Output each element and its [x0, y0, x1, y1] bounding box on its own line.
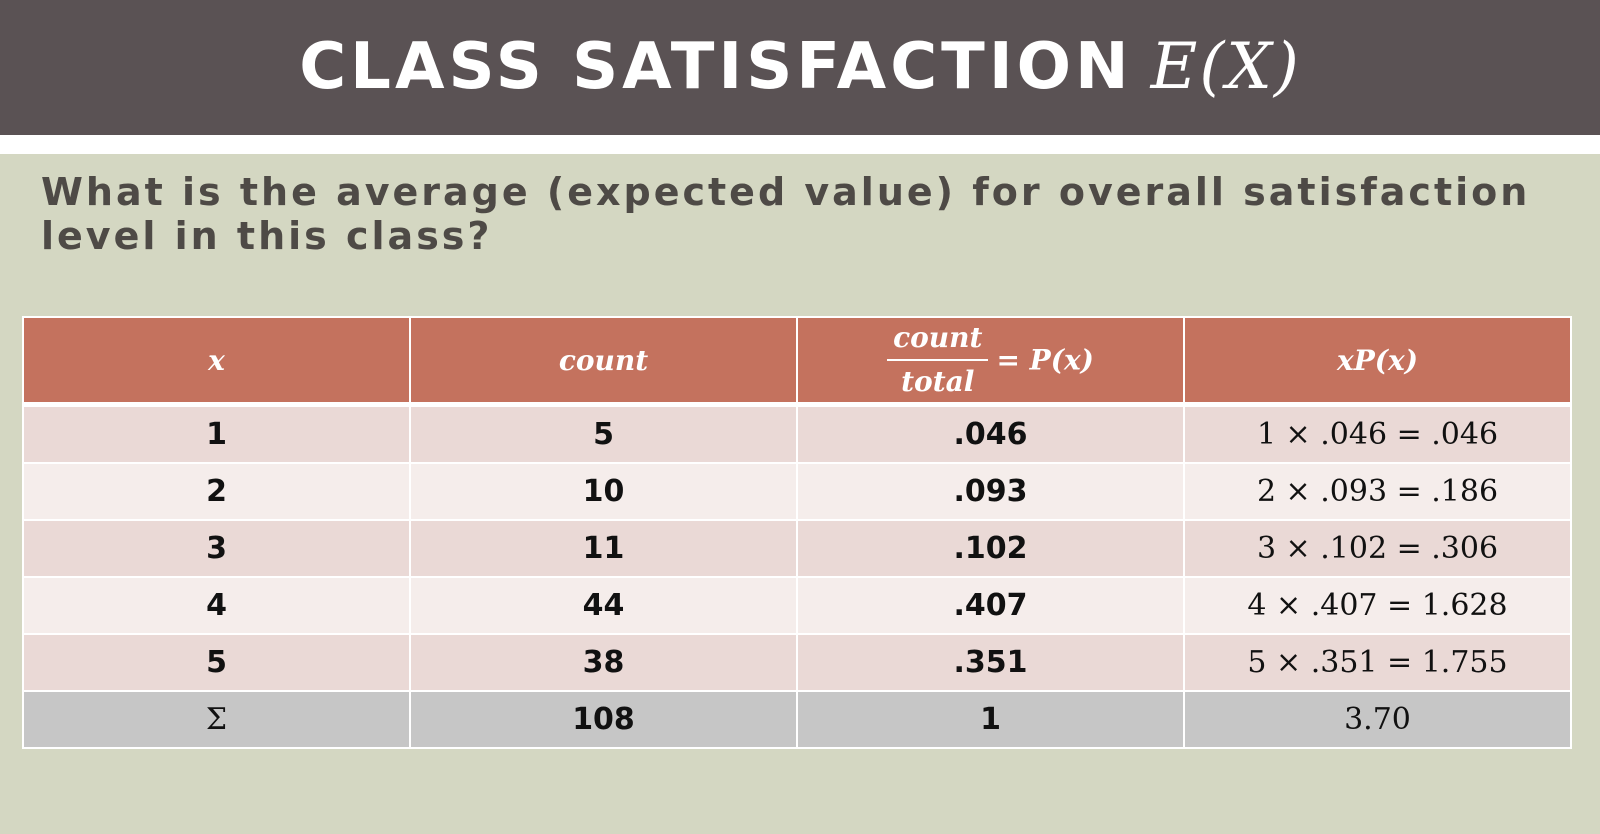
- cell-count: 38: [409, 633, 798, 692]
- header-x: x: [22, 316, 411, 407]
- table-row: 1 5 .046 1 × .046 = .046: [22, 403, 1572, 464]
- slide-title-text: CLASS SATISFACTION: [299, 29, 1133, 104]
- cell-count: 11: [409, 519, 798, 578]
- slide-title-math: E(X): [1150, 29, 1301, 104]
- cell-x: 5: [22, 633, 411, 692]
- table-row: 3 11 .102 3 × .102 = .306: [22, 519, 1572, 578]
- header-probability: count total = P(x): [796, 316, 1185, 407]
- table-row: 2 10 .093 2 × .093 = .186: [22, 462, 1572, 521]
- cell-count: 10: [409, 462, 798, 521]
- cell-x: 2: [22, 462, 411, 521]
- sum-probability: 1: [796, 690, 1185, 749]
- sum-symbol: Σ: [22, 690, 411, 749]
- probability-fraction: count total: [887, 319, 989, 401]
- table-row: 4 44 .407 4 × .407 = 1.628: [22, 576, 1572, 635]
- cell-x: 4: [22, 576, 411, 635]
- cell-xpx: 3 × .102 = .306: [1183, 519, 1572, 578]
- cell-x: 1: [22, 403, 411, 464]
- fraction-denominator: total: [901, 365, 975, 398]
- cell-probability: .046: [796, 403, 1185, 464]
- header-divider: [0, 135, 1600, 154]
- sum-row: Σ 108 1 3.70: [22, 690, 1572, 749]
- slide-title: CLASS SATISFACTION E(X): [299, 30, 1301, 104]
- title-bar: CLASS SATISFACTION E(X): [0, 0, 1600, 135]
- table-row: 5 38 .351 5 × .351 = 1.755: [22, 633, 1572, 692]
- fraction-numerator: count: [887, 319, 989, 361]
- satisfaction-table: x count count total = P(x) xP(x) 1 5 .04…: [22, 316, 1572, 749]
- cell-probability: .102: [796, 519, 1185, 578]
- cell-xpx: 5 × .351 = 1.755: [1183, 633, 1572, 692]
- cell-count: 5: [409, 403, 798, 464]
- cell-xpx: 1 × .046 = .046: [1183, 403, 1572, 464]
- question-text: What is the average (expected value) for…: [41, 170, 1531, 258]
- cell-probability: .093: [796, 462, 1185, 521]
- header-count: count: [409, 316, 798, 407]
- cell-count: 44: [409, 576, 798, 635]
- cell-xpx: 2 × .093 = .186: [1183, 462, 1572, 521]
- header-xpx: xP(x): [1183, 316, 1572, 407]
- expected-value-table: x count count total = P(x) xP(x) 1 5 .04…: [22, 316, 1572, 749]
- cell-x: 3: [22, 519, 411, 578]
- table-header-row: x count count total = P(x) xP(x): [22, 316, 1572, 407]
- cell-xpx: 4 × .407 = 1.628: [1183, 576, 1572, 635]
- probability-rhs: = P(x): [996, 343, 1094, 377]
- sum-count: 108: [409, 690, 798, 749]
- cell-probability: .351: [796, 633, 1185, 692]
- sum-expected-value: 3.70: [1183, 690, 1572, 749]
- cell-probability: .407: [796, 576, 1185, 635]
